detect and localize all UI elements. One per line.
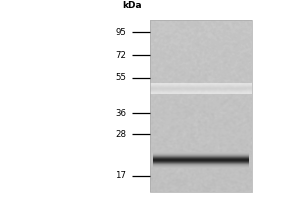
Text: 55: 55 — [115, 73, 126, 82]
Text: kDa: kDa — [122, 1, 142, 10]
Text: 28: 28 — [115, 130, 126, 139]
Text: 36: 36 — [115, 109, 126, 118]
Text: 72: 72 — [115, 51, 126, 60]
Bar — [150, 20, 252, 192]
Text: 17: 17 — [115, 171, 126, 180]
Text: 95: 95 — [115, 28, 126, 37]
